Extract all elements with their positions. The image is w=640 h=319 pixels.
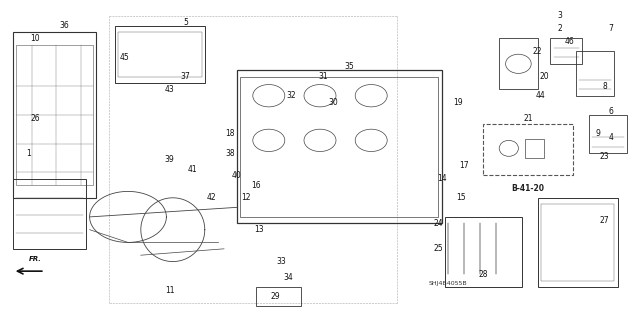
- Text: 11: 11: [165, 286, 174, 295]
- Bar: [483, 124, 573, 175]
- Bar: [445, 217, 522, 287]
- Text: 10: 10: [30, 34, 40, 43]
- Bar: [240, 77, 438, 217]
- Bar: [538, 198, 618, 287]
- Text: 35: 35: [344, 63, 354, 71]
- Text: 34: 34: [283, 273, 293, 282]
- Text: 42: 42: [206, 193, 216, 202]
- Text: 6: 6: [609, 107, 614, 116]
- Bar: [237, 70, 442, 223]
- Text: 25: 25: [433, 244, 444, 253]
- Text: 28: 28: [479, 270, 488, 279]
- Text: 29: 29: [270, 292, 280, 301]
- Text: 37: 37: [180, 72, 191, 81]
- Text: 1: 1: [26, 149, 31, 158]
- Bar: [525, 139, 544, 158]
- Bar: [16, 45, 93, 185]
- Text: 13: 13: [254, 225, 264, 234]
- Text: 19: 19: [452, 98, 463, 107]
- Text: 41: 41: [187, 165, 197, 174]
- Text: 8: 8: [602, 82, 607, 91]
- Text: 21: 21: [524, 114, 532, 122]
- Text: 15: 15: [456, 193, 466, 202]
- Text: 20: 20: [539, 72, 549, 81]
- Bar: [541, 204, 614, 281]
- Text: 30: 30: [328, 98, 338, 107]
- Text: 4: 4: [609, 133, 614, 142]
- Bar: [118, 32, 202, 77]
- Text: FR.: FR.: [29, 256, 42, 262]
- Bar: [589, 115, 627, 153]
- Text: 45: 45: [120, 53, 130, 62]
- Text: 33: 33: [276, 257, 287, 266]
- Text: 22: 22: [533, 47, 542, 56]
- Text: 44: 44: [536, 91, 546, 100]
- Text: 38: 38: [225, 149, 236, 158]
- Text: 40: 40: [232, 171, 242, 180]
- Text: 23: 23: [600, 152, 610, 161]
- Bar: [550, 38, 582, 64]
- Text: 39: 39: [164, 155, 175, 164]
- Bar: [499, 38, 538, 89]
- Text: 46: 46: [564, 37, 575, 46]
- Text: 32: 32: [286, 91, 296, 100]
- Text: 14: 14: [436, 174, 447, 183]
- Bar: [13, 32, 96, 198]
- Bar: [115, 26, 205, 83]
- Bar: [13, 179, 86, 249]
- Text: 24: 24: [433, 219, 444, 228]
- Text: 27: 27: [600, 216, 610, 225]
- Text: 31: 31: [318, 72, 328, 81]
- Text: 17: 17: [459, 161, 469, 170]
- Text: B-41-20: B-41-20: [511, 184, 545, 193]
- Text: 43: 43: [164, 85, 175, 94]
- Text: 9: 9: [596, 130, 601, 138]
- Bar: [256, 287, 301, 306]
- Text: 3: 3: [557, 11, 563, 20]
- Text: 18: 18: [226, 130, 235, 138]
- Text: 7: 7: [609, 24, 614, 33]
- Text: 16: 16: [251, 181, 261, 189]
- Text: 26: 26: [30, 114, 40, 122]
- Text: 5: 5: [183, 18, 188, 27]
- Text: SHJ4B4055B: SHJ4B4055B: [429, 281, 467, 286]
- Text: 12: 12: [242, 193, 251, 202]
- Text: 2: 2: [557, 24, 563, 33]
- Text: 36: 36: [59, 21, 69, 30]
- Bar: [576, 51, 614, 96]
